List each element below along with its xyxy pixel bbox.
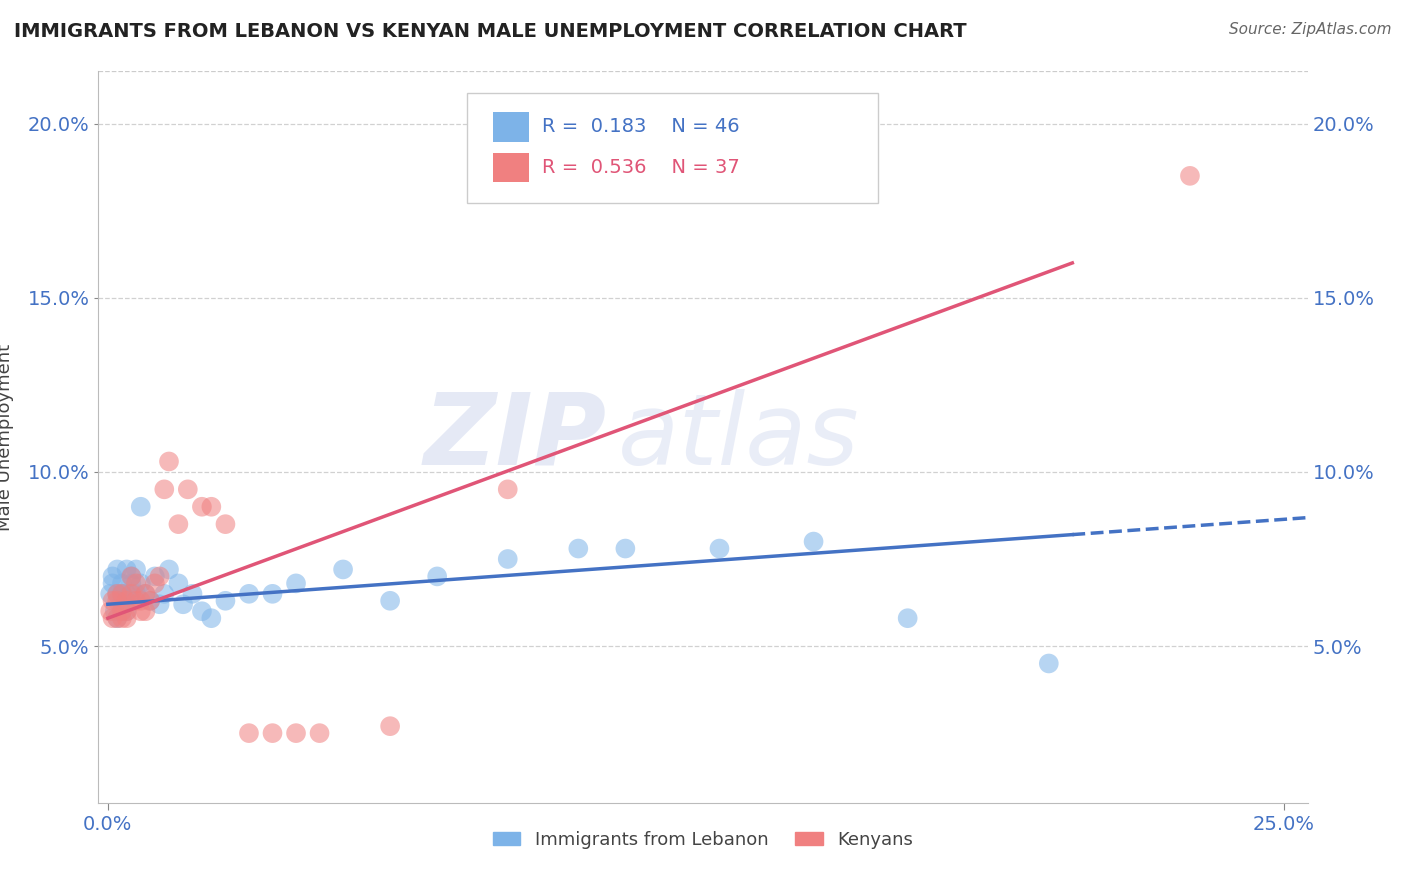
Point xyxy=(115,604,138,618)
Point xyxy=(125,587,148,601)
Point xyxy=(120,587,142,601)
Point xyxy=(129,604,152,618)
Text: R =  0.183    N = 46: R = 0.183 N = 46 xyxy=(543,118,740,136)
Point xyxy=(98,604,121,618)
Point xyxy=(111,576,134,591)
Point xyxy=(214,517,236,532)
Point xyxy=(167,517,190,532)
Point xyxy=(134,604,156,618)
Point xyxy=(332,562,354,576)
Point xyxy=(285,726,308,740)
Point xyxy=(214,594,236,608)
Point xyxy=(129,576,152,591)
Point xyxy=(115,604,138,618)
Text: R =  0.536    N = 37: R = 0.536 N = 37 xyxy=(543,158,740,177)
Point xyxy=(426,569,449,583)
Point xyxy=(567,541,589,556)
Point xyxy=(1038,657,1060,671)
Point xyxy=(105,594,128,608)
Point xyxy=(200,500,222,514)
Point xyxy=(115,611,138,625)
Point xyxy=(172,597,194,611)
Point xyxy=(105,562,128,576)
Point xyxy=(177,483,200,497)
Point xyxy=(105,587,128,601)
Point xyxy=(105,611,128,625)
Point xyxy=(496,483,519,497)
Point xyxy=(125,562,148,576)
Point xyxy=(200,611,222,625)
Point xyxy=(104,604,127,618)
Point xyxy=(157,454,180,468)
Point xyxy=(153,587,176,601)
Text: ZIP: ZIP xyxy=(423,389,606,485)
Point xyxy=(139,594,162,608)
Point xyxy=(111,587,134,601)
Text: Source: ZipAtlas.com: Source: ZipAtlas.com xyxy=(1229,22,1392,37)
Point xyxy=(181,587,204,601)
FancyBboxPatch shape xyxy=(492,153,529,182)
Point xyxy=(803,534,825,549)
Point xyxy=(1178,169,1201,183)
Point xyxy=(115,594,138,608)
Point xyxy=(378,719,401,733)
Point xyxy=(143,576,166,591)
Point xyxy=(262,587,284,601)
Point xyxy=(238,726,260,740)
Point xyxy=(105,587,128,601)
Point xyxy=(134,587,156,601)
Point xyxy=(149,597,172,611)
Point xyxy=(111,604,134,618)
Point xyxy=(98,587,121,601)
FancyBboxPatch shape xyxy=(492,112,529,142)
Point xyxy=(125,594,148,608)
Point xyxy=(143,569,166,583)
Text: IMMIGRANTS FROM LEBANON VS KENYAN MALE UNEMPLOYMENT CORRELATION CHART: IMMIGRANTS FROM LEBANON VS KENYAN MALE U… xyxy=(14,22,967,41)
Point xyxy=(120,569,142,583)
Point xyxy=(285,576,308,591)
Point xyxy=(111,611,134,625)
Point xyxy=(120,569,142,583)
Point xyxy=(115,587,138,601)
Point xyxy=(111,604,134,618)
Point xyxy=(120,594,142,608)
Point xyxy=(308,726,330,740)
Point xyxy=(378,594,401,608)
Point xyxy=(167,576,190,591)
Point xyxy=(134,587,156,601)
Point xyxy=(101,594,124,608)
Point xyxy=(709,541,731,556)
Point xyxy=(129,594,152,608)
Point xyxy=(149,569,172,583)
Point xyxy=(191,500,214,514)
Point xyxy=(101,611,124,625)
Point xyxy=(153,483,176,497)
Point xyxy=(101,569,124,583)
Point xyxy=(614,541,637,556)
Point xyxy=(111,587,134,601)
Point xyxy=(120,576,142,591)
Point xyxy=(262,726,284,740)
Point xyxy=(238,587,260,601)
Point xyxy=(111,594,134,608)
Y-axis label: Male Unemployment: Male Unemployment xyxy=(0,343,14,531)
Point xyxy=(157,562,180,576)
FancyBboxPatch shape xyxy=(467,94,879,203)
Legend: Immigrants from Lebanon, Kenyans: Immigrants from Lebanon, Kenyans xyxy=(486,823,920,856)
Point xyxy=(101,576,124,591)
Point xyxy=(496,552,519,566)
Point xyxy=(129,500,152,514)
Point xyxy=(191,604,214,618)
Point xyxy=(897,611,920,625)
Text: atlas: atlas xyxy=(619,389,860,485)
Point xyxy=(125,576,148,591)
Point xyxy=(105,611,128,625)
Point xyxy=(115,562,138,576)
Point xyxy=(139,594,162,608)
